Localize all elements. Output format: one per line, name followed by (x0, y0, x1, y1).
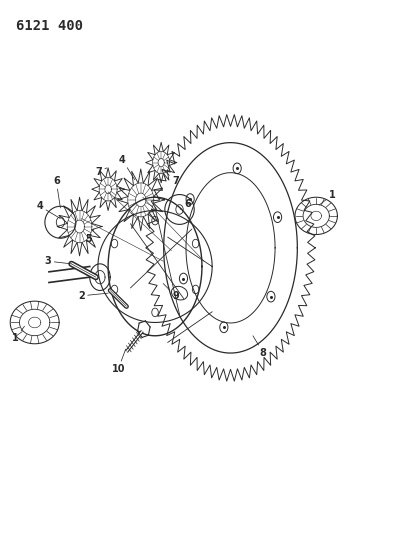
Text: 8: 8 (253, 336, 266, 358)
Text: 4: 4 (37, 201, 60, 219)
Text: 10: 10 (111, 349, 126, 374)
Text: 7: 7 (163, 169, 179, 186)
Text: 7: 7 (95, 167, 107, 176)
Text: 3: 3 (45, 256, 71, 266)
Text: 1: 1 (12, 326, 24, 343)
Text: 4: 4 (119, 155, 135, 180)
Text: 6: 6 (181, 199, 191, 209)
Text: 6: 6 (53, 176, 60, 208)
Text: 5: 5 (86, 229, 94, 244)
Text: 1: 1 (319, 190, 336, 205)
Text: 2: 2 (78, 291, 108, 301)
Text: 6121 400: 6121 400 (16, 19, 83, 33)
Text: 9: 9 (163, 284, 179, 301)
